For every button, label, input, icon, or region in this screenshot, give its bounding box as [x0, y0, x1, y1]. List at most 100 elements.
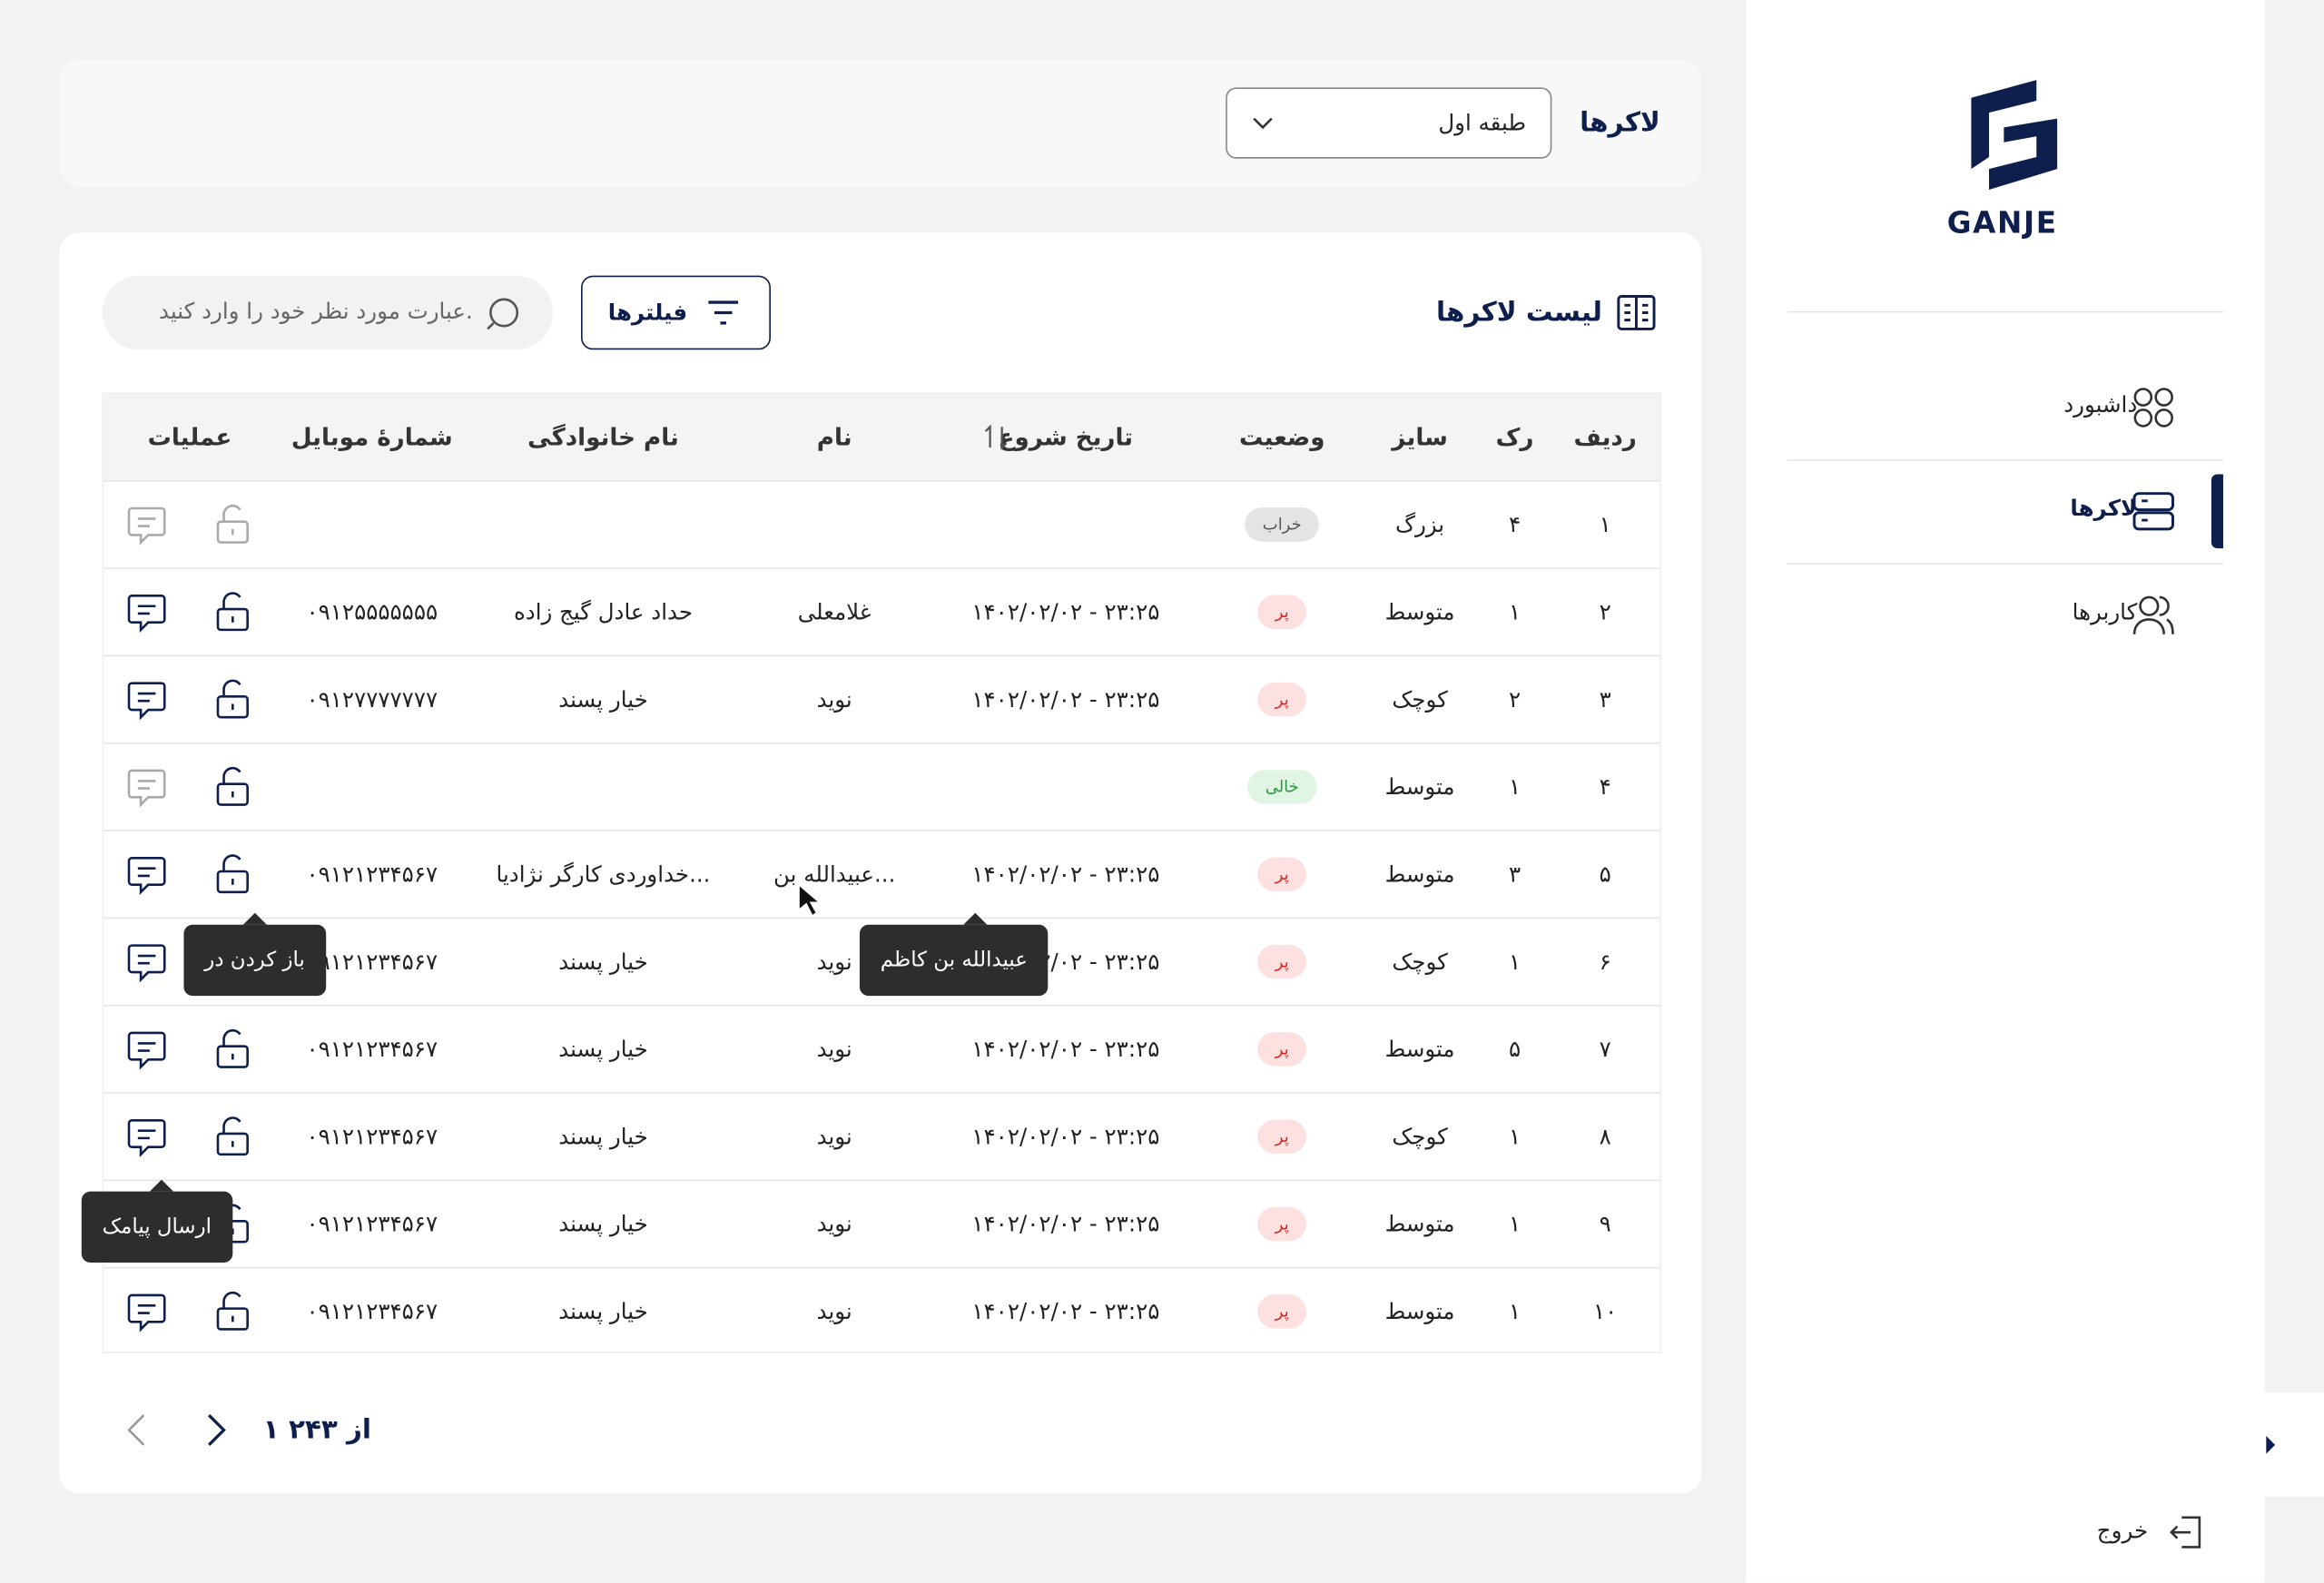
unlock-button[interactable] [213, 504, 251, 551]
status-badge: پر [1257, 857, 1307, 892]
table-row: ۹ ۱ متوسط پر ۱۴۰۲/۰۲/۰۲ - ۲۳:۲۵ نوید خیار پسند… [103, 1179, 1660, 1269]
table-card: لیست لاکرها فیلترها عبارت مورد نظر خود ر… [59, 232, 1702, 1494]
search-input[interactable]: عبارت مورد نظر خود را وارد کنید. [102, 275, 553, 350]
sort-icon[interactable] [984, 424, 1008, 457]
cell: متوسط [1384, 1298, 1455, 1325]
cell: خیار پسند [558, 1210, 648, 1238]
cell: ۵ [1599, 860, 1611, 888]
table-row: ۳ ۲ کوچک پر ۱۴۰۲/۰۲/۰۲ - ۲۳:۲۵ نوید خیار پسند ۰… [103, 654, 1660, 744]
unlock-button[interactable] [213, 1116, 251, 1163]
column-header: وضعیت [1238, 423, 1325, 452]
filter-button[interactable]: فیلترها [580, 275, 771, 350]
nav-item[interactable]: کاربرها [1787, 563, 2223, 666]
chevron-down [1253, 117, 1273, 130]
cell: ۰۹۱۲۱۲۳۴۵۶۷ [306, 948, 438, 976]
unlock-button[interactable] [213, 766, 251, 813]
sms-button[interactable] [126, 504, 168, 551]
nav-item[interactable]: لاکرها [1787, 459, 2223, 563]
table: ردیف رک سایز وضعیت تاریخ شروع نام نام خانوادگی… [102, 392, 1662, 1356]
cell: ۱ [1508, 1298, 1521, 1325]
cell: حداد عادل گیج زاده [513, 598, 694, 625]
logo-mark [1971, 80, 2058, 190]
sms-button[interactable] [126, 1291, 168, 1338]
cell: نوید [816, 1298, 852, 1325]
nav-icon [2132, 593, 2176, 644]
column-header: نام خانوادگی [527, 423, 679, 452]
cell: ۱ [1508, 1123, 1521, 1150]
floor-select[interactable]: طبقه اول [1226, 87, 1552, 159]
cell: خیار پسند [558, 1123, 648, 1150]
nav-item[interactable]: داشبورد [1787, 356, 2223, 459]
nav-label: کاربرها [2072, 598, 2138, 625]
table-row: ۴ ۱ متوسط خالی [103, 742, 1660, 831]
cell: ۰۹۱۲۱۲۳۴۵۶۷ [306, 860, 438, 888]
cell: ۱ [1508, 598, 1521, 625]
cell: کوچک [1392, 1123, 1448, 1150]
cell: ۴ [1599, 773, 1611, 801]
list-icon [1617, 295, 1656, 330]
logout[interactable]: خروج [2087, 1506, 2221, 1557]
sidebar: GANJE داشبورد لاکرها کاربرها خروج [1746, 0, 2265, 1583]
cell: کوچک [1392, 948, 1448, 976]
sms-button[interactable] [126, 853, 168, 900]
cell: ۱ [1508, 1210, 1521, 1238]
status-badge: پر [1257, 1032, 1307, 1067]
prev-page[interactable] [124, 1412, 148, 1448]
cell: ۰۹۱۲۱۲۳۴۵۶۷ [306, 1210, 438, 1238]
table-row: ۵ ۳ متوسط پر ۱۴۰۲/۰۲/۰۲ - ۲۳:۲۵ عبیدالله بن..… [103, 830, 1660, 919]
cell: کوچک [1392, 685, 1448, 713]
unlock-button[interactable] [213, 679, 251, 726]
unlock-button[interactable] [213, 1291, 251, 1338]
collapse-tab[interactable] [2264, 1392, 2324, 1497]
cell: ۳ [1508, 860, 1521, 888]
cell: خیار پسند [558, 685, 648, 713]
logout-icon [2169, 1516, 2201, 1549]
column-header: شمارهٔ موبایل [290, 423, 453, 452]
filter-label: فیلترها [607, 299, 688, 327]
cell: ۵ [1508, 1036, 1521, 1063]
unlock-button[interactable] [213, 591, 251, 638]
cell: خیار پسند [558, 1298, 648, 1325]
logout-label: خروج [2096, 1517, 2149, 1545]
next-page[interactable] [204, 1412, 228, 1448]
mouse-cursor [798, 883, 822, 918]
unlock-button[interactable] [213, 1028, 251, 1076]
divider [1787, 563, 2223, 565]
unlock-button[interactable] [213, 853, 251, 900]
cell: ۲ [1508, 685, 1521, 713]
tooltip: ارسال پیامک [81, 1179, 232, 1263]
filter-icon [708, 300, 739, 325]
status-badge: پر [1257, 1206, 1307, 1242]
sms-button[interactable] [126, 591, 168, 638]
cell: نوید [816, 1210, 852, 1238]
sms-button[interactable] [126, 941, 168, 988]
tooltip: باز کردن در [183, 912, 326, 997]
table-row: ۱۰ ۱ متوسط پر ۱۴۰۲/۰۲/۰۲ - ۲۳:۲۵ نوید خیار پسن… [103, 1266, 1660, 1356]
logo-text: GANJE [1946, 204, 2058, 241]
status-badge: پر [1257, 944, 1307, 979]
page-title: لاکرها [1580, 107, 1660, 139]
sms-button[interactable] [126, 766, 168, 813]
table-row: ۷ ۵ متوسط پر ۱۴۰۲/۰۲/۰۲ - ۲۳:۲۵ نوید خیار پسند… [103, 1004, 1660, 1094]
status-badge: پر [1257, 1119, 1307, 1155]
sms-button[interactable] [126, 1116, 168, 1163]
cell: ۰۹۱۲۱۲۳۴۵۶۷ [306, 1298, 438, 1325]
column-header: تاریخ شروع [998, 423, 1134, 452]
status-badge: پر [1257, 595, 1307, 630]
cell: ۱۴۰۲/۰۲/۰۲ - ۲۳:۲۵ [971, 1210, 1160, 1238]
cell: خیار پسند [558, 1036, 648, 1063]
column-header: سایز [1392, 423, 1448, 452]
sms-button[interactable] [126, 679, 168, 726]
sms-button[interactable] [126, 1028, 168, 1076]
cell: ۴ [1508, 511, 1521, 538]
cell: بزرگ [1395, 511, 1445, 538]
collapse-icon [2266, 1436, 2276, 1454]
cell: ۱۴۰۲/۰۲/۰۲ - ۲۳:۲۵ [971, 598, 1160, 625]
column-header: عملیات [147, 423, 232, 452]
cell: نوید [816, 948, 852, 976]
cell: ۶ [1599, 948, 1611, 976]
status-badge: خراب [1245, 507, 1320, 542]
cell: ۱ [1508, 948, 1521, 976]
